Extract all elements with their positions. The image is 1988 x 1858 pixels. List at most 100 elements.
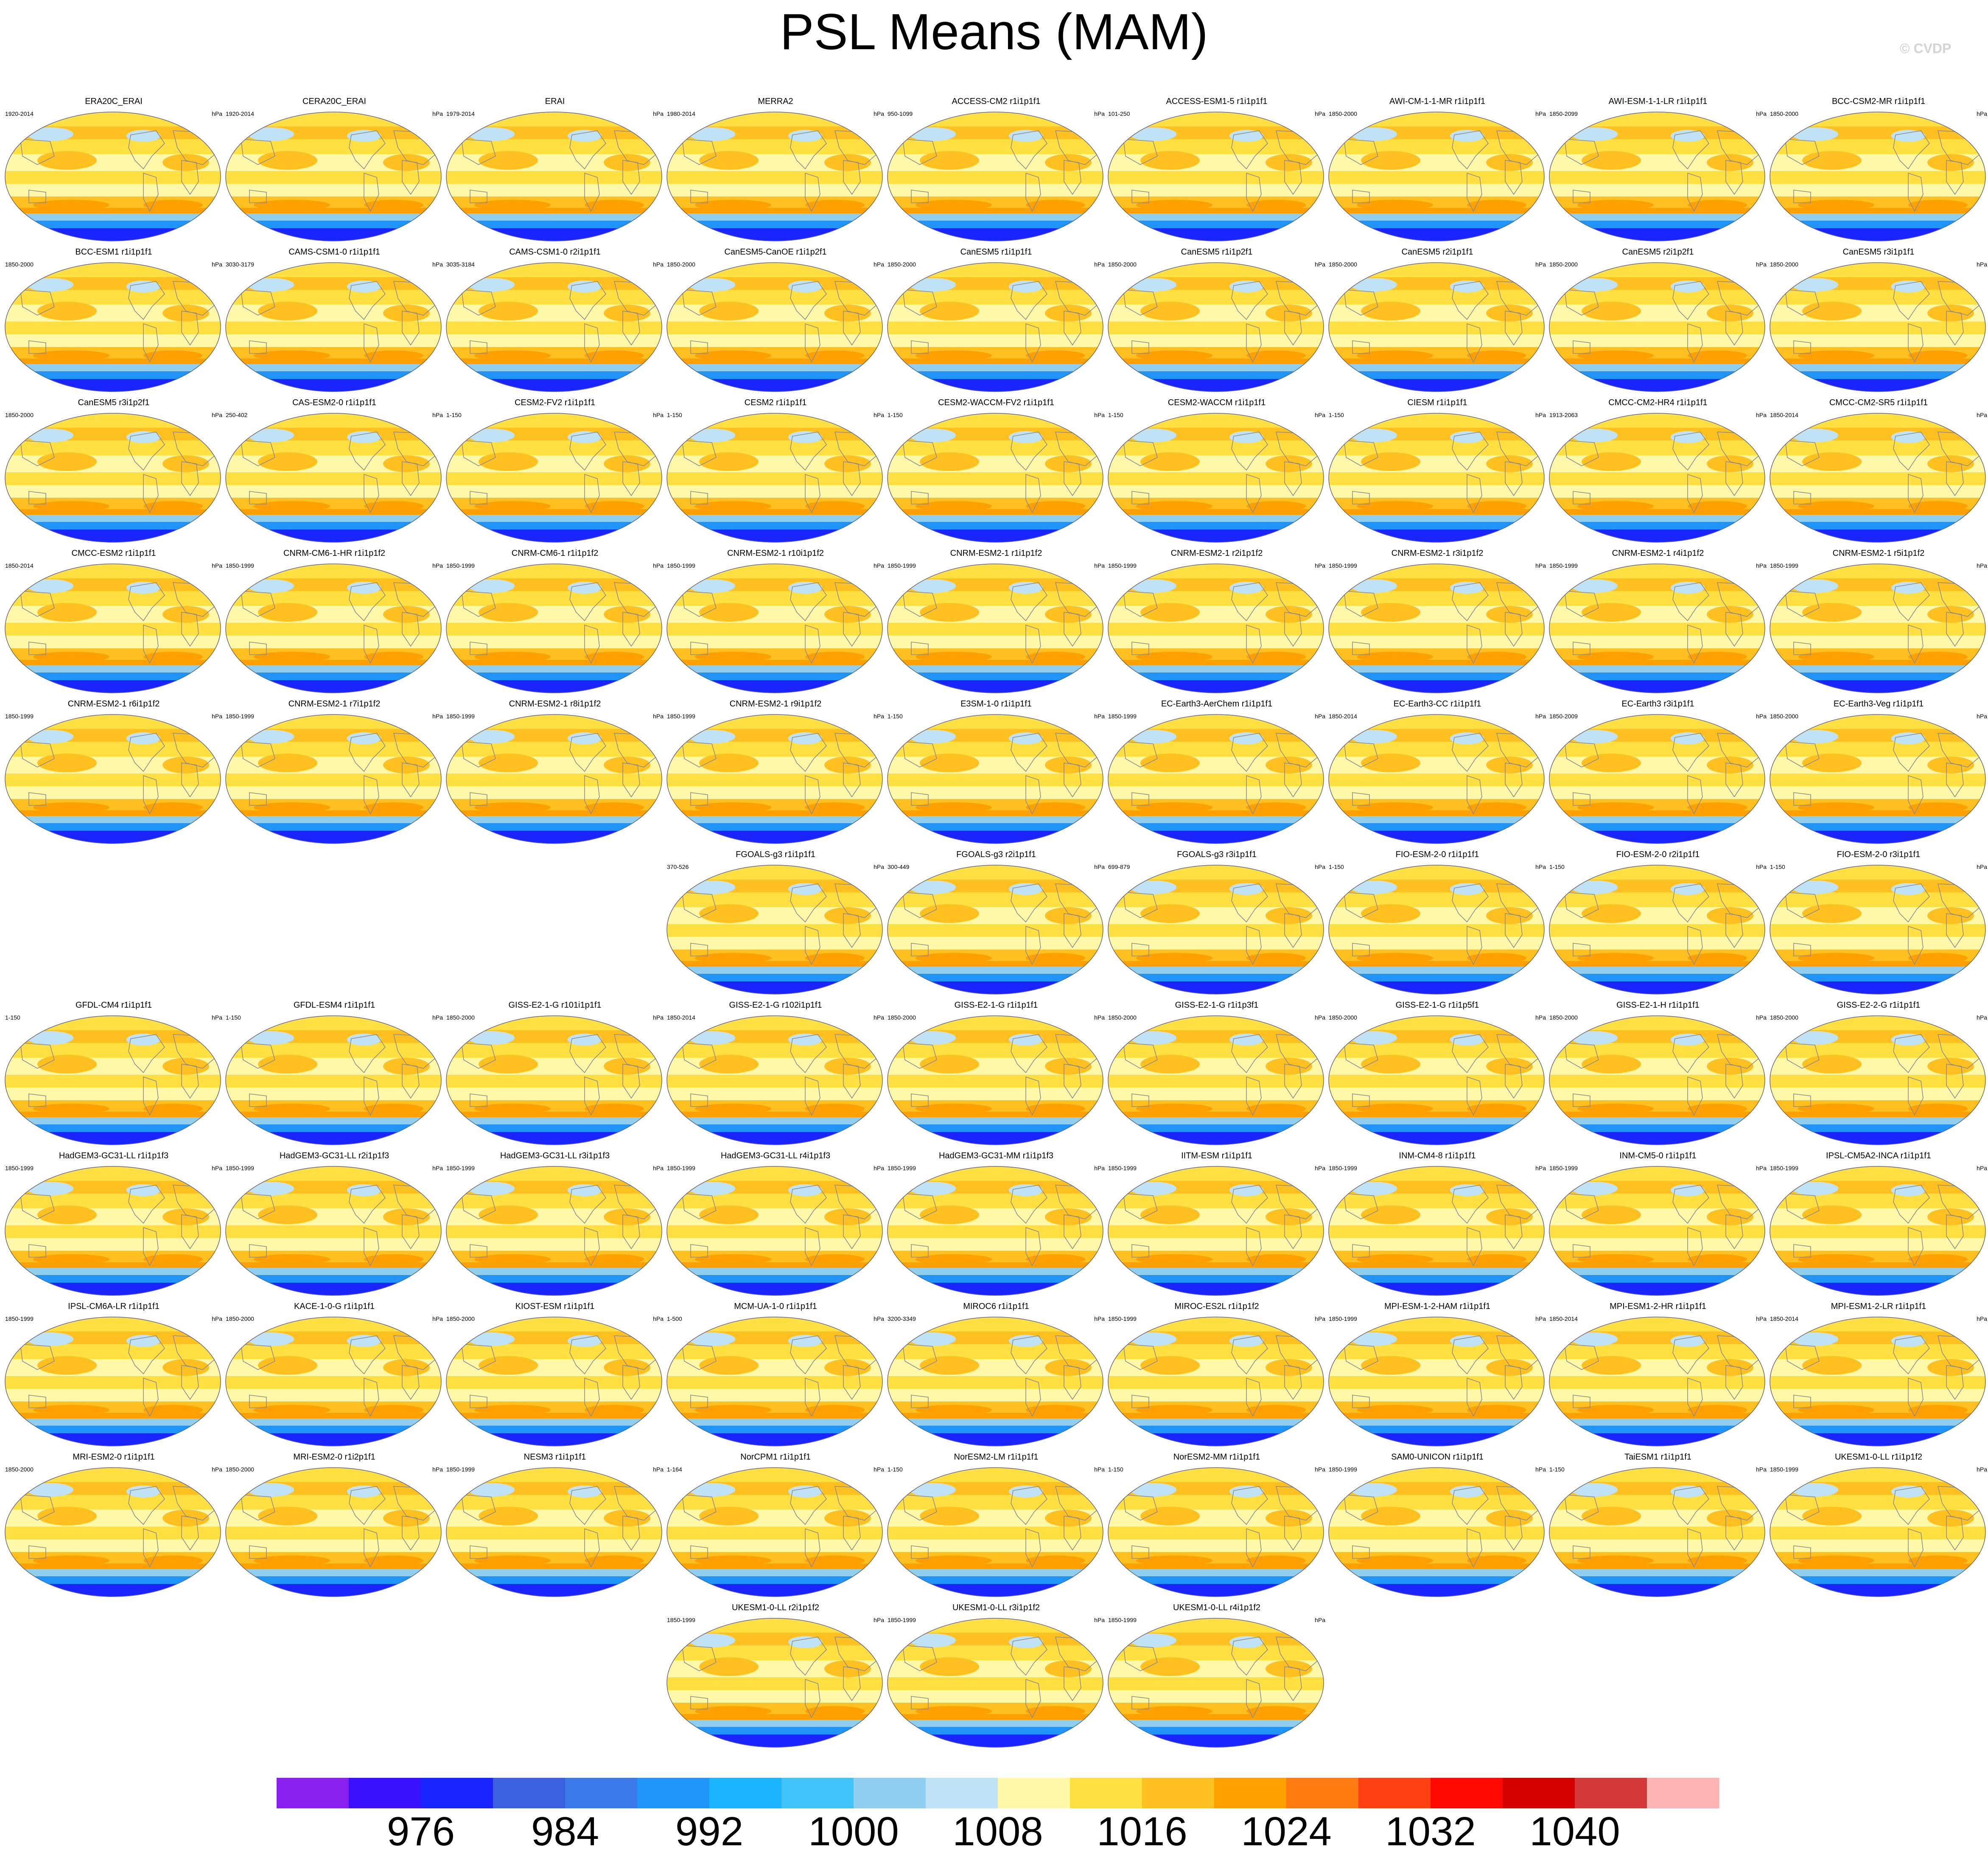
map-panel: ACCESS-ESM1-5 r1i1p1f1 101-250 hPa [1106, 97, 1327, 243]
map-field [667, 1016, 882, 1145]
panel-years: 1-150 [5, 1014, 20, 1021]
panel-years: 699-879 [1108, 863, 1130, 870]
colorbar-tick-label: 1000 [808, 1809, 899, 1854]
panel-title: CanESM5 r3i1p2f1 [78, 398, 150, 407]
panel-unit: hPa [1315, 412, 1325, 418]
panel-years: 1850-1999 [1549, 1165, 1578, 1171]
map-panel: HadGEM3-GC31-LL r4i1p1f3 1850-1999 hPa [665, 1151, 886, 1298]
map-field [1549, 413, 1765, 542]
map-panel: BCC-CSM2-MR r1i1p1f1 1850-2000 hPa [1768, 97, 1988, 243]
psl-map [887, 714, 1103, 844]
psl-map [1108, 714, 1324, 844]
panel-unit: hPa [1535, 1466, 1546, 1473]
psl-map [666, 563, 883, 693]
panel-years: 1-500 [667, 1315, 682, 1322]
panel-title: GISS-E2-1-H r1i1p1f1 [1616, 1000, 1700, 1010]
psl-map [446, 714, 662, 844]
colorbar-swatch [1503, 1778, 1575, 1808]
panel-title: CNRM-ESM2-1 r1i1p1f2 [950, 549, 1042, 558]
map-panel: FIO-ESM-2-0 r1i1p1f1 1-150 hPa [1327, 850, 1548, 996]
map-field [1770, 715, 1985, 844]
colorbar-tick-label: 1040 [1529, 1809, 1620, 1854]
psl-map [446, 1317, 662, 1446]
map-field [226, 564, 441, 693]
panel-title: CNRM-ESM2-1 r8i1p1f2 [509, 699, 601, 709]
psl-map [446, 1166, 662, 1296]
map-field [667, 1618, 882, 1747]
psl-map [5, 1317, 221, 1446]
map-panel: EC-Earth3 r3i1p1f1 1850-2009 hPa [1548, 699, 1768, 846]
colorbar-swatch [637, 1778, 710, 1808]
panel-years: 1850-1999 [226, 713, 254, 720]
psl-map [1328, 865, 1545, 995]
panel-title: GISS-E2-1-G r1i1p5f1 [1395, 1000, 1479, 1010]
panel-years: 1-164 [667, 1466, 682, 1473]
map-field [1108, 865, 1324, 994]
panel-unit: hPa [1094, 261, 1105, 268]
panel-years: 1850-1999 [5, 1315, 34, 1322]
map-field [226, 715, 441, 844]
map-panel: HadGEM3-GC31-MM r1i1p1f3 1850-1999 hPa [886, 1151, 1106, 1298]
colorbar-swatch [1070, 1778, 1142, 1808]
panel-unit: hPa [1756, 412, 1767, 418]
panel-years: 250-402 [226, 412, 248, 418]
map-field [1108, 564, 1324, 693]
map-panel: IPSL-CM6A-LR r1i1p1f1 1850-1999 hPa [3, 1302, 224, 1448]
panel-years: 1850-2000 [5, 412, 34, 418]
panel-unit: hPa [212, 412, 222, 418]
map-field [446, 715, 662, 844]
map-panel: GISS-E2-1-G r102i1p1f1 1850-2014 hPa [665, 1000, 886, 1147]
map-panel: HadGEM3-GC31-LL r2i1p1f3 1850-1999 hPa [224, 1151, 445, 1298]
panel-years: 1850-1999 [667, 1617, 695, 1623]
map-field [1770, 865, 1985, 994]
psl-map [666, 714, 883, 844]
map-field [1108, 263, 1324, 392]
panel-unit: hPa [1535, 110, 1546, 117]
map-field [226, 263, 441, 392]
map-field [667, 1166, 882, 1295]
colorbar-tick-label: 992 [675, 1809, 744, 1854]
map-field [226, 1468, 441, 1597]
panel-unit: hPa [212, 261, 222, 268]
psl-map [1328, 563, 1545, 693]
map-field [446, 112, 662, 241]
map-panel: CERA20C_ERAI 1920-2014 hPa [224, 97, 445, 243]
panel-unit: hPa [874, 863, 884, 870]
map-field [1770, 263, 1985, 392]
panel-title: HadGEM3-GC31-MM r1i1p1f3 [938, 1151, 1054, 1160]
map-field [1770, 1016, 1985, 1145]
map-panel: CIESM r1i1p1f1 1-150 hPa [1327, 398, 1548, 544]
colorbar-tick-label: 1024 [1241, 1809, 1332, 1854]
map-field [1329, 564, 1544, 693]
colorbar-swatch [493, 1778, 566, 1808]
panel-years: 1850-1999 [446, 1466, 475, 1473]
panel-years: 1850-1999 [888, 1165, 916, 1171]
map-panel: NESM3 r1i1p1f1 1850-1999 hPa [445, 1452, 665, 1599]
psl-map [1328, 714, 1545, 844]
psl-map [666, 1618, 883, 1748]
map-panel: UKESM1-0-LL r4i1p1f2 1850-1999 hPa [1106, 1603, 1327, 1749]
panel-unit: hPa [1094, 1165, 1105, 1171]
panel-title: AWI-CM-1-1-MR r1i1p1f1 [1389, 97, 1485, 106]
panel-title: CNRM-ESM2-1 r2i1p1f2 [1170, 549, 1263, 558]
map-panel: CMCC-CM2-HR4 r1i1p1f1 1913-2063 hPa [1548, 398, 1768, 544]
panel-years: 1850-2000 [1770, 110, 1798, 117]
panel-unit: hPa [1094, 1014, 1105, 1021]
panel-title: SAM0-UNICON r1i1p1f1 [1391, 1452, 1484, 1462]
map-panel: CNRM-ESM2-1 r2i1p1f2 1850-1999 hPa [1106, 549, 1327, 695]
panel-title: CESM2-WACCM-FV2 r1i1p1f1 [938, 398, 1054, 407]
panel-title: MCM-UA-1-0 r1i1p1f1 [734, 1302, 817, 1311]
panel-unit: hPa [1535, 1165, 1546, 1171]
panel-years: 1850-1999 [1108, 1165, 1137, 1171]
panel-years: 1850-2000 [1770, 713, 1798, 720]
colorbar-swatch [998, 1778, 1070, 1808]
panel-years: 1-150 [1329, 863, 1344, 870]
panel-title: NESM3 r1i1p1f1 [524, 1452, 586, 1462]
panel-years: 1850-2000 [446, 1315, 475, 1322]
panel-unit: hPa [1756, 1014, 1767, 1021]
map-panel: CAMS-CSM1-0 r1i1p1f1 3030-3179 hPa [224, 247, 445, 394]
colorbar-swatch [1647, 1778, 1719, 1808]
map-field [446, 1468, 662, 1597]
panel-years: 1850-1999 [667, 713, 695, 720]
psl-map [887, 865, 1103, 995]
